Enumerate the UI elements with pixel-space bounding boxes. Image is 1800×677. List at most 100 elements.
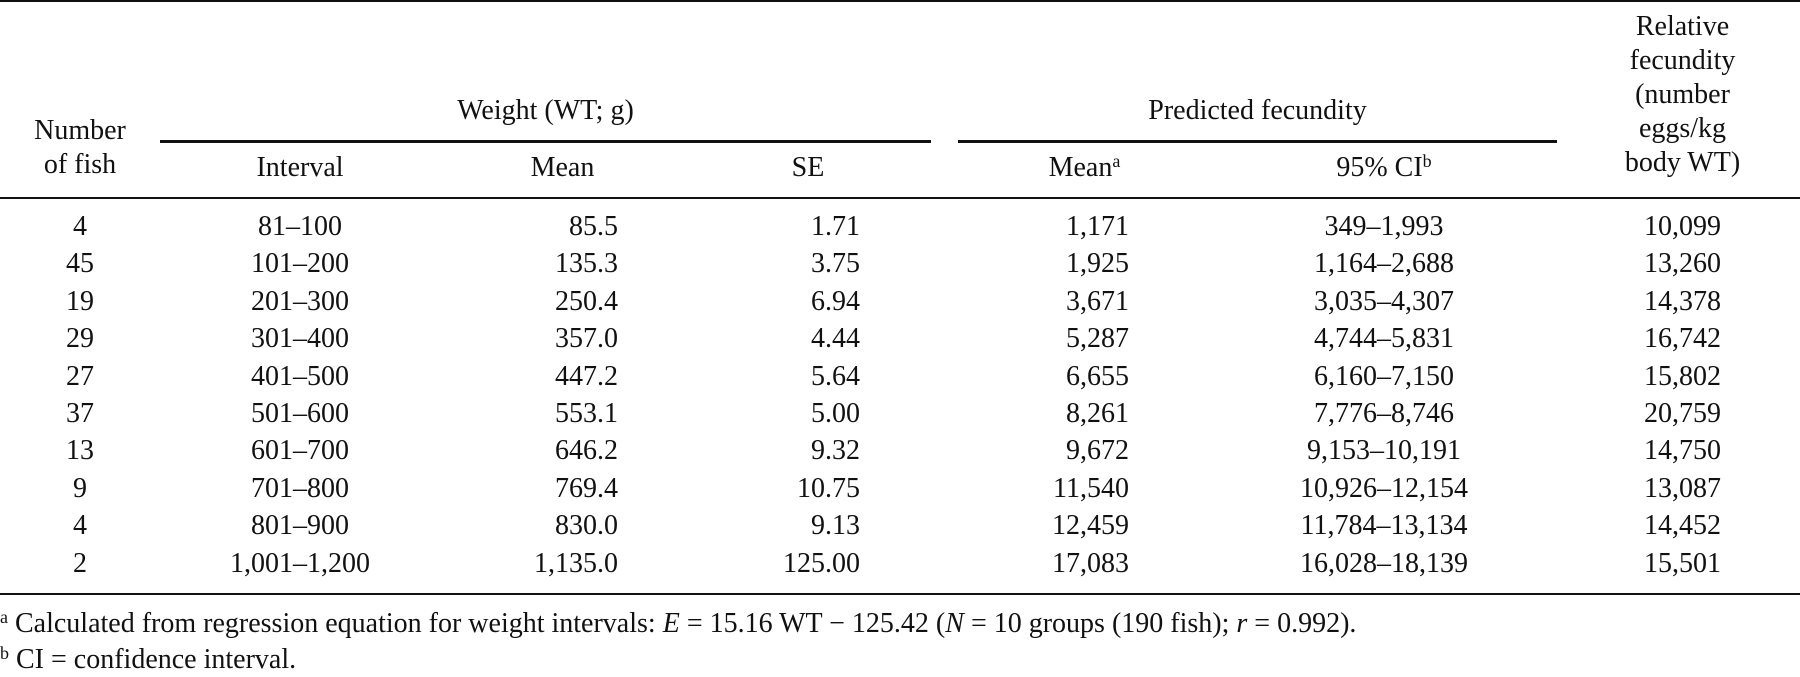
cell-number-of-fish: 2 [73,547,87,579]
table-top-rule [0,0,1800,2]
cell-number-of-fish: 45 [66,248,94,280]
table-bottom-rule [0,593,1800,595]
header-relative-line-5: body WT) [1624,147,1741,178]
header-pred-mean-label: Mean [1048,152,1113,183]
cell-ci: 10,926–12,154 [1300,472,1468,504]
cell-pred-mean: 12,459 [1052,510,1129,542]
cell-number-of-fish: 13 [66,435,94,467]
cell-weight-mean: 135.3 [555,248,618,280]
header-ci-sup: b [1422,151,1432,171]
cell-ci: 1,164–2,688 [1314,248,1454,280]
cell-ci: 7,776–8,746 [1314,398,1454,429]
cell-se: 125.00 [783,547,860,579]
cell-se: 10.75 [797,472,860,504]
cell-interval: 801–900 [251,510,349,542]
cell-se: 5.64 [811,360,860,392]
cell-number-of-fish: 19 [66,285,94,317]
cell-relative-fecundity: 20,759 [1644,398,1721,429]
cell-pred-mean: 6,655 [1066,360,1129,392]
cell-ci: 11,784–13,134 [1300,510,1468,542]
cell-interval: 601–700 [251,435,349,467]
cell-pred-mean: 1,925 [1066,248,1129,280]
cell-interval: 201–300 [251,285,349,317]
footnote-a-text-end: = 0.992). [1247,608,1357,639]
cell-weight-mean: 646.2 [555,435,618,467]
footnote-b-marker: b [0,643,9,663]
cell-relative-fecundity: 10,099 [1644,211,1721,242]
weight-group-rule [160,140,931,143]
cell-pred-mean: 1,171 [1066,211,1129,242]
cell-weight-mean: 85.5 [569,211,618,242]
cell-pred-mean: 11,540 [1053,472,1129,504]
header-bottom-rule [0,197,1800,199]
header-pred-mean-sup: a [1112,151,1121,171]
header-pred-mean: Meana [958,151,1211,185]
cell-weight-mean: 769.4 [555,472,618,504]
cell-ci: 6,160–7,150 [1314,360,1454,392]
footnote-a-text-mid2: = 10 groups (190 fish); [963,608,1237,639]
cell-se: 5.00 [811,398,860,429]
cell-relative-fecundity: 15,501 [1644,547,1721,579]
cell-pred-mean: 3,671 [1066,285,1129,317]
header-number-line-1: Number [34,115,126,146]
cell-ci: 16,028–18,139 [1300,547,1468,579]
cell-relative-fecundity: 14,452 [1644,510,1721,542]
footnote-a-var-e: E [662,608,680,639]
header-relative-line-4: eggs/kg [1638,113,1727,144]
footnote-a-var-n: N [945,608,964,639]
cell-relative-fecundity: 14,378 [1644,285,1721,317]
cell-relative-fecundity: 13,260 [1644,248,1721,280]
cell-relative-fecundity: 13,087 [1644,472,1721,504]
cell-ci: 349–1,993 [1324,211,1444,242]
cell-relative-fecundity: 15,802 [1644,360,1721,392]
footnote-a-text-mid: = 15.16 WT − 125.42 ( [679,608,946,639]
cell-weight-mean: 357.0 [555,323,618,355]
footnote-a-text-before: Calculated from regression equation for … [8,608,663,639]
cell-weight-mean: 447.2 [555,360,618,392]
cell-pred-mean: 8,261 [1066,398,1129,429]
header-relative-line-1: Relative [1635,11,1730,42]
header-predicted-group: Predicted fecundity [1148,95,1367,126]
cell-number-of-fish: 27 [66,360,94,392]
cell-interval: 1,001–1,200 [230,547,370,579]
cell-interval: 101–200 [251,248,349,280]
header-number-line-2: of fish [43,149,117,180]
cell-number-of-fish: 9 [73,472,87,504]
cell-number-of-fish: 4 [73,510,87,542]
header-number-of-fish: Number of fish [0,114,160,182]
header-ci: 95% CIb [1211,151,1557,185]
cell-relative-fecundity: 14,750 [1644,435,1721,467]
header-se: SE [791,152,825,183]
footnote-b: b CI = confidence interval. [0,643,296,677]
cell-pred-mean: 5,287 [1066,323,1129,355]
cell-interval: 501–600 [251,398,349,429]
header-weight-mean: Mean [530,152,595,183]
header-relative-line-3: (number [1635,79,1730,110]
header-ci-label: 95% CI [1336,152,1423,183]
cell-ci: 4,744–5,831 [1314,323,1454,355]
cell-pred-mean: 9,672 [1066,435,1129,467]
cell-ci: 9,153–10,191 [1307,435,1461,467]
cell-weight-mean: 250.4 [555,285,618,317]
footnote-a-var-r: r [1236,608,1248,639]
cell-number-of-fish: 4 [73,211,87,242]
cell-interval: 81–100 [258,211,342,242]
cell-se: 9.32 [811,435,860,467]
predicted-group-rule [958,140,1557,143]
header-relative-fecundity: Relative fecundity (number eggs/kg body … [1570,10,1795,180]
cell-interval: 301–400 [251,323,349,355]
cell-weight-mean: 553.1 [555,398,618,429]
cell-weight-mean: 1,135.0 [534,547,618,579]
cell-ci: 3,035–4,307 [1314,285,1454,317]
cell-interval: 401–500 [251,360,349,392]
header-weight-group: Weight (WT; g) [457,95,634,126]
header-interval: Interval [256,152,344,183]
cell-interval: 701–800 [251,472,349,504]
cell-weight-mean: 830.0 [555,510,618,542]
header-relative-line-2: fecundity [1629,45,1736,76]
footnote-a: a Calculated from regression equation fo… [0,607,1356,641]
cell-relative-fecundity: 16,742 [1644,323,1721,355]
footnote-b-text: CI = confidence interval. [9,644,297,675]
cell-se: 9.13 [811,510,860,542]
footnote-a-marker: a [0,607,8,627]
